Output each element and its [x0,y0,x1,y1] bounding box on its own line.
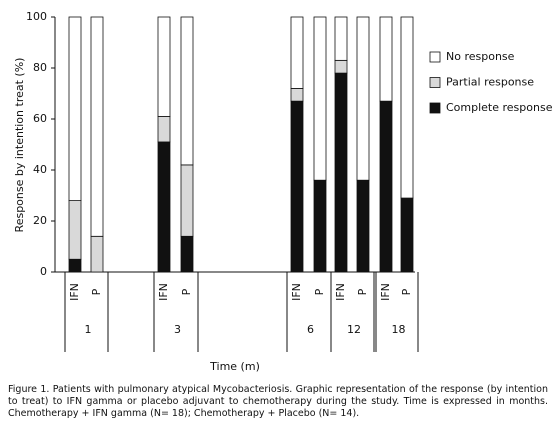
bar-segment [68,258,82,273]
bar-segment [90,16,104,237]
y-tick-label: 80 [33,61,47,74]
y-tick-label: 100 [26,10,47,23]
bar-segment [157,16,171,117]
legend-label: Partial response [446,76,534,89]
group-label: 6 [307,323,314,336]
bar-label: IFN [290,283,303,301]
y-axis-title: Response by intention treat (%) [13,58,26,233]
legend-swatch [429,102,441,114]
y-tick-label: 0 [40,265,47,278]
bar-segment [313,16,327,181]
bar-segment [68,16,82,202]
bar-segment [290,100,304,273]
bar-segment [290,88,304,102]
bar-segment [379,100,393,273]
y-tick-label: 40 [33,163,47,176]
chart: Response by intention treat (%) Time (m)… [13,10,553,373]
bar-label: P [180,288,193,295]
bar-label: IFN [379,283,392,301]
bar-segment [356,179,370,273]
bar-segment [68,200,82,260]
bar-segment [180,235,194,273]
bar-segment [334,72,348,273]
bar-segment [313,179,327,273]
x-axis-title: Time (m) [209,360,260,373]
bar-label: IFN [68,283,81,301]
legend-swatch [429,77,441,88]
bar-label: IFN [157,283,170,301]
legend-label: No response [446,50,515,63]
group-label: 12 [347,323,361,336]
bar-segment [180,164,194,237]
y-tick-label: 60 [33,112,47,125]
group-label: 18 [392,323,406,336]
bar-segment [334,59,348,74]
legend-swatch [429,51,441,63]
bar-segment [90,235,104,273]
caption: Figure 1. Patients with pulmonary atypic… [8,384,548,419]
bar-segment [400,16,414,199]
bar-segment [290,16,304,89]
group-label: 3 [174,323,181,336]
bar-segment [157,141,171,273]
bar-segment [400,197,414,273]
bar-segment [157,116,171,143]
bar-label: P [356,288,369,295]
bar-segment [334,16,348,61]
bar-label: IFN [334,283,347,301]
bar-segment [379,16,393,102]
bar-label: P [313,288,326,295]
bar-segment [180,16,194,166]
bar-label: P [400,288,413,295]
y-tick-label: 20 [33,214,47,227]
bar-segment [356,16,370,181]
legend-label: Complete response [446,101,553,114]
bar-label: P [90,288,103,295]
group-label: 1 [85,323,92,336]
